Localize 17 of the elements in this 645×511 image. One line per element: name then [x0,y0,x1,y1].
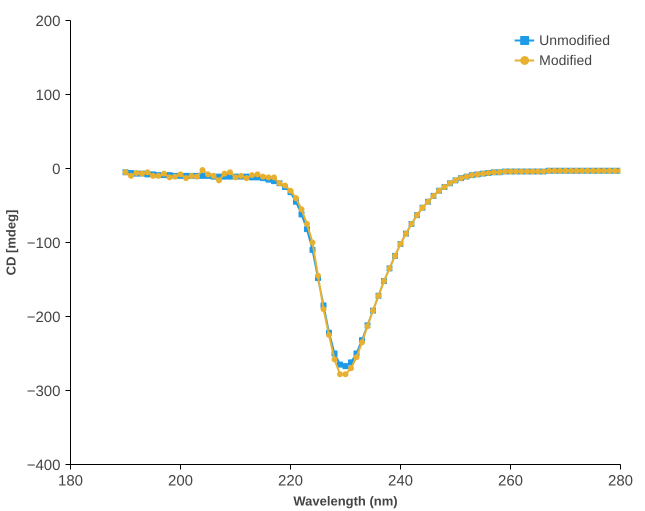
x-tick-label: 240 [388,472,414,490]
x-tick-label: 180 [58,472,84,490]
y-tick-label: −100 [26,235,61,252]
x-tick-label: 280 [608,472,634,490]
legend-label: Unmodified [539,32,610,48]
y-tick-label: 200 [35,13,61,30]
y-tick-label: −200 [26,309,61,326]
x-tick-label: 220 [278,472,304,490]
x-tick-label: 260 [498,472,524,490]
y-tick-label: 100 [35,87,61,104]
y-tick-label: 0 [52,161,60,178]
y-tick-label: −400 [26,457,61,474]
y-axis-title: CD [mdeg] [4,210,19,276]
x-tick-label: 200 [168,472,194,490]
legend-label: Modified [539,52,592,68]
x-axis-title: Wavelength (nm) [293,494,398,508]
y-tick-label: −300 [26,383,61,400]
